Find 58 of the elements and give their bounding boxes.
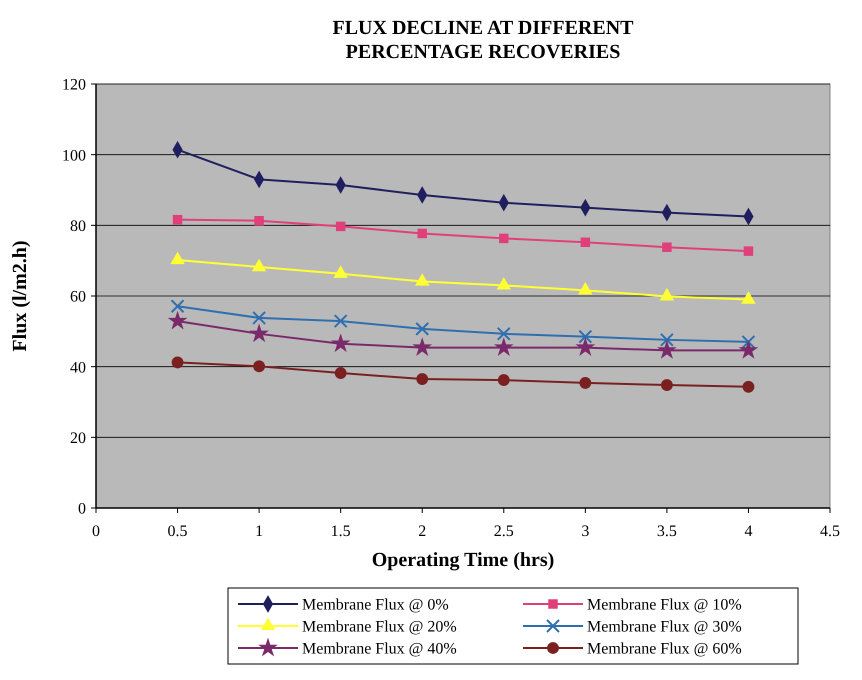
legend-label: Membrane Flux @ 40% [302,640,457,658]
point [172,214,182,224]
legend-label: Membrane Flux @ 10% [587,596,742,614]
point [168,310,188,330]
legend-label: Membrane Flux @ 60% [587,640,742,658]
x-tick-label: 2 [418,523,426,540]
point [334,314,348,328]
x-tick-label: 3.5 [656,523,677,540]
point [660,379,673,391]
legend-label: Membrane Flux @ 30% [587,618,742,636]
y-tick-label: 100 [62,147,86,164]
legend-label: Membrane Flux @ 0% [302,596,449,614]
legend-label: Membrane Flux @ 20% [302,618,457,636]
point [576,337,596,356]
point [412,337,432,356]
chart-title: FLUX DECLINE AT DIFFERENT PERCENTAGE RECOVERIES [332,17,634,63]
y-axis-title: Flux (l/m2.h) [9,240,31,352]
x-tick-label: 3 [581,523,590,540]
point [580,238,590,248]
point [499,234,509,244]
point [579,377,592,389]
y-tick-label: 60 [70,288,86,306]
x-tick-label: 1 [255,523,264,540]
point [742,380,754,393]
point [660,332,674,347]
point [253,360,266,372]
x-tick-label: 2.5 [494,523,514,540]
point [172,356,184,368]
y-tick-label: 120 [62,76,86,94]
point [662,242,672,252]
point [417,228,427,238]
point [334,367,347,379]
point [744,246,754,256]
x-tick-label: 1.5 [330,523,351,540]
point [254,216,264,226]
y-tick-label: 0 [78,500,86,518]
point [252,310,266,325]
point [738,340,758,359]
point [657,340,677,359]
point [578,330,592,344]
point [496,326,511,341]
point [494,337,514,356]
point [170,299,185,314]
x-tick-label: 4 [744,523,752,540]
y-tick-label: 80 [70,218,86,235]
point [741,334,756,349]
x-axis-title: Operating Time (hrs) [372,549,554,571]
x-tick-label: 0.5 [168,523,188,540]
point [416,373,428,385]
point [336,222,346,232]
x-tick-label: 0 [92,523,100,540]
point [330,333,350,352]
point [249,323,269,342]
point [498,374,510,386]
y-tick-label: 40 [70,359,86,376]
point [415,322,430,336]
x-tick-label: 4.5 [820,523,840,540]
y-tick-label: 20 [70,430,86,447]
